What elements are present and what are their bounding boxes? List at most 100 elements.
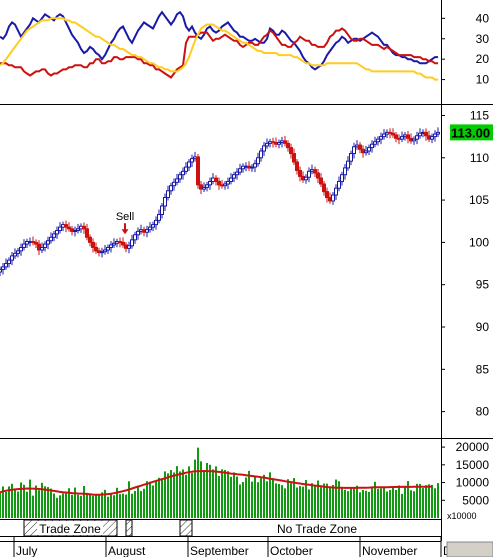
price-candle-body xyxy=(208,180,212,186)
price-candle-body xyxy=(418,132,422,137)
price-candle-body xyxy=(286,142,290,149)
price-candle-body xyxy=(10,255,14,261)
price-candle-body xyxy=(265,142,269,147)
price-candle-body xyxy=(127,245,131,249)
price-candle-body xyxy=(358,144,362,150)
price-axis-tick-label: 85 xyxy=(476,362,490,376)
price-candle-body xyxy=(292,153,296,163)
price-candle-body xyxy=(46,240,50,245)
indicator-series-line-2 xyxy=(0,17,438,81)
price-candle-body xyxy=(58,226,62,232)
volume-moving-average-line xyxy=(0,469,432,496)
price-candle-body xyxy=(370,143,374,149)
price-candle-body xyxy=(316,172,320,179)
price-candle-body xyxy=(88,236,92,243)
price-candle-body xyxy=(259,150,263,159)
price-candle-body xyxy=(304,176,308,181)
price-candle-body xyxy=(235,171,239,176)
price-candle-body xyxy=(391,132,395,136)
price-candle-body xyxy=(334,187,338,196)
trade-zone-label: Trade Zone xyxy=(39,522,101,536)
month-label: November xyxy=(362,544,417,557)
indicator-axis-tick-label: 30 xyxy=(476,32,490,46)
price-candle-body xyxy=(40,246,44,251)
price-candle-body xyxy=(178,174,182,180)
price-candle-body xyxy=(253,163,257,168)
price-axis-tick-label: 110 xyxy=(470,151,489,165)
price-candle-body xyxy=(163,197,167,207)
price-candle-body xyxy=(430,136,434,140)
price-candle-body xyxy=(49,236,53,242)
price-candle-body xyxy=(133,234,137,241)
price-candle-body xyxy=(166,190,170,199)
price-candle-body xyxy=(433,133,437,138)
month-label: July xyxy=(16,544,37,557)
month-label: September xyxy=(190,544,249,557)
price-candle-body xyxy=(184,166,188,172)
price-candle-body xyxy=(7,259,11,265)
price-candle-body xyxy=(169,185,173,192)
volume-unit-label: x10000 xyxy=(447,511,477,521)
price-candle-body xyxy=(325,191,329,199)
price-candle-body xyxy=(190,158,194,163)
price-candle-body xyxy=(217,180,221,186)
indicator-axis-tick-label: 40 xyxy=(476,11,490,25)
trade-zone-hatched-area xyxy=(179,519,193,537)
price-candle-body xyxy=(1,266,5,270)
price-candle-body xyxy=(352,146,356,155)
price-candle-body xyxy=(343,167,347,176)
price-candle-body xyxy=(22,243,26,248)
price-candle-body xyxy=(436,131,440,135)
time-axis: JulyAugustSeptemberOctoberNovemberD xyxy=(13,536,493,557)
price-candle-body xyxy=(136,230,140,236)
price-axis-tick-label: 80 xyxy=(476,405,490,419)
price-candle-body xyxy=(34,241,38,245)
no-trade-zone-label: No Trade Zone xyxy=(277,522,357,536)
price-candle-body xyxy=(340,174,344,182)
price-candle-body xyxy=(298,169,302,177)
price-candle-body xyxy=(106,246,110,251)
indicator-axis-tick-label: 20 xyxy=(476,52,490,66)
price-candle-body xyxy=(103,249,107,253)
price-candle-body xyxy=(262,145,266,152)
price-candle-body xyxy=(64,224,68,228)
price-candle-body xyxy=(376,138,380,143)
indicator-series-line-0 xyxy=(0,10,438,71)
scroll-corner xyxy=(446,541,493,557)
volume-panel: 5000 10000 15000 20000 x10000 xyxy=(0,440,489,521)
price-panel: 80 85 90 95 100 105 110 115 113.00 Sell xyxy=(0,108,493,419)
price-candle-body xyxy=(412,138,416,142)
price-candle-body xyxy=(109,244,113,248)
price-candle-body xyxy=(379,136,383,140)
price-candle-body xyxy=(214,177,218,182)
price-candle-body xyxy=(232,174,236,179)
price-axis-tick-label: 90 xyxy=(476,320,490,334)
volume-axis-tick-label: 20000 xyxy=(456,440,490,454)
price-candle-body xyxy=(400,136,404,140)
price-axis-tick-label: 95 xyxy=(476,278,490,292)
price-candle-body xyxy=(256,157,260,165)
last-price-label: 113.00 xyxy=(451,125,490,140)
price-candle-body xyxy=(55,230,59,235)
trade-zone-label-bg xyxy=(37,521,103,535)
price-candle-body xyxy=(151,224,155,228)
price-axis-tick-label: 115 xyxy=(470,108,489,122)
price-candle-body xyxy=(415,135,419,140)
price-candle-body xyxy=(331,194,335,202)
price-candle-body xyxy=(364,150,368,154)
price-candle-body xyxy=(154,219,158,226)
trade-zone-hatched-area xyxy=(125,519,133,537)
price-candle-body xyxy=(112,242,116,246)
price-candle-body xyxy=(238,168,242,173)
month-label: August xyxy=(108,544,146,557)
price-candle-body xyxy=(223,183,227,187)
price-candle-body xyxy=(373,141,377,145)
price-candle-body xyxy=(424,131,428,137)
indicator-series-line-1 xyxy=(0,27,438,79)
price-candle-body xyxy=(121,241,125,246)
price-candle-body xyxy=(175,178,179,183)
price-candle-body xyxy=(157,213,161,221)
price-candle-body xyxy=(82,225,86,230)
price-candle-body xyxy=(283,140,287,144)
